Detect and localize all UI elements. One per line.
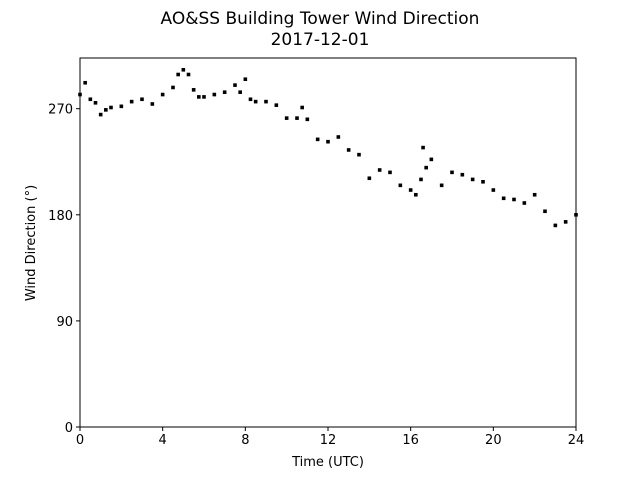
chart-title: AO&SS Building Tower Wind Direction — [161, 9, 480, 29]
data-point — [88, 97, 93, 102]
data-point — [264, 99, 268, 104]
data-point — [421, 145, 425, 150]
data-point — [450, 170, 454, 175]
data-point — [98, 112, 103, 117]
x-tick-label: 12 — [320, 433, 337, 448]
x-tick-label: 8 — [241, 433, 249, 448]
y-tick-label: 90 — [56, 315, 73, 330]
data-point — [150, 102, 155, 106]
data-point — [460, 172, 465, 177]
plot-frame — [79, 57, 577, 428]
data-point — [326, 139, 330, 144]
data-point — [119, 104, 124, 109]
y-axis-label: Wind Direction (°) — [24, 185, 39, 301]
data-point — [553, 223, 558, 228]
data-point — [212, 92, 217, 97]
data-point — [414, 192, 418, 197]
data-point — [532, 192, 537, 197]
data-point — [284, 116, 289, 120]
data-point — [300, 105, 304, 110]
data-point — [160, 92, 165, 97]
x-tick-label: 24 — [568, 433, 585, 448]
data-point — [202, 95, 206, 99]
data-point — [243, 77, 248, 82]
data-point — [274, 103, 279, 107]
data-point — [543, 209, 547, 214]
y-tick-label: 180 — [48, 209, 73, 224]
data-point — [429, 157, 434, 162]
data-point — [295, 116, 299, 120]
data-point — [424, 165, 428, 170]
data-point — [186, 72, 191, 77]
data-point — [512, 197, 516, 202]
data-point — [357, 152, 361, 157]
data-point — [140, 97, 144, 102]
data-point — [481, 179, 485, 184]
data-point — [408, 188, 413, 192]
data-point — [377, 168, 382, 172]
data-point — [222, 90, 227, 94]
data-point — [78, 92, 82, 97]
data-point — [574, 212, 578, 217]
data-point — [315, 137, 320, 142]
x-tick-label: 4 — [159, 433, 167, 448]
data-point — [93, 100, 98, 105]
data-point — [248, 97, 253, 102]
x-tick-label: 16 — [402, 433, 419, 448]
chart-subtitle: 2017-12-01 — [271, 30, 370, 50]
data-point — [563, 220, 568, 224]
data-point — [191, 88, 196, 92]
data-point — [336, 135, 341, 139]
data-point — [398, 183, 403, 188]
data-point — [305, 117, 310, 122]
data-point — [253, 99, 258, 104]
data-point — [419, 177, 423, 182]
data-point — [171, 85, 175, 90]
data-point — [197, 95, 201, 99]
data-point — [109, 105, 113, 110]
data-point — [439, 183, 444, 188]
data-point — [83, 80, 87, 85]
data-point — [470, 177, 475, 182]
data-point — [522, 201, 527, 205]
y-tick-label: 0 — [65, 421, 73, 436]
y-tick-label: 270 — [48, 103, 73, 118]
data-point — [367, 176, 372, 181]
data-point — [233, 83, 237, 87]
data-point — [181, 67, 186, 72]
data-point — [388, 170, 392, 175]
data-point — [176, 72, 180, 77]
x-axis-label: Time (UTC) — [291, 455, 364, 470]
data-point — [129, 99, 134, 104]
data-point — [501, 196, 506, 201]
x-tick-label: 0 — [76, 433, 84, 448]
data-point — [491, 188, 496, 192]
data-point — [238, 90, 242, 94]
data-point — [346, 148, 351, 152]
data-point — [104, 108, 108, 112]
x-tick-label: 20 — [485, 433, 502, 448]
